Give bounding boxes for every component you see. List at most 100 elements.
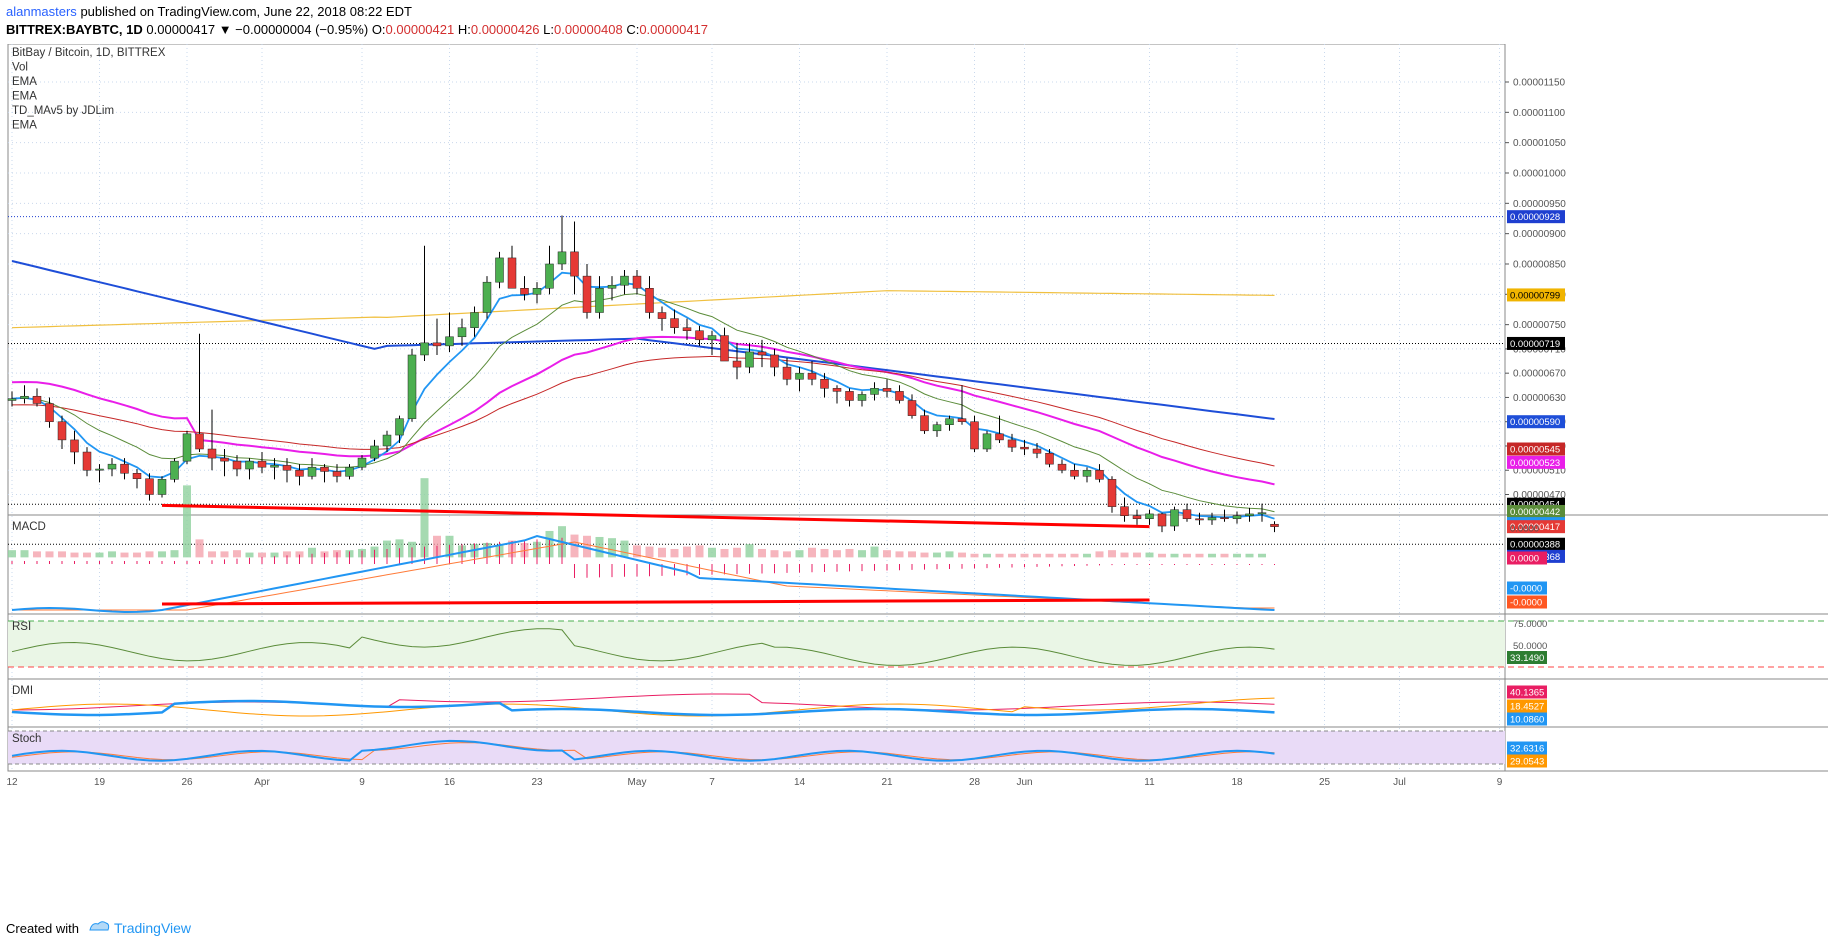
candle-body [645, 288, 654, 313]
price-tag: 0.00000719 [1507, 336, 1565, 350]
volume-bar [708, 547, 716, 558]
sma-blue-line [11, 260, 1275, 420]
volume-bar [833, 550, 841, 558]
candle [1207, 512, 1217, 525]
volume-bar [783, 551, 791, 558]
author-link[interactable]: alanmasters [6, 4, 77, 19]
candle [1095, 464, 1104, 483]
candle-body [1145, 513, 1154, 520]
candle-body [995, 433, 1004, 441]
volume-bar [633, 545, 641, 558]
candle [1157, 512, 1167, 533]
candle-body [1220, 517, 1229, 520]
grid [8, 44, 1505, 771]
candle-body [1207, 517, 1217, 521]
volume-bar [1195, 553, 1204, 558]
publish-line: alanmasters published on TradingView.com… [6, 4, 412, 19]
candle-body [670, 318, 679, 328]
candle [682, 318, 692, 340]
chart-header: alanmasters published on TradingView.com… [0, 0, 1828, 44]
candle-body [870, 388, 879, 395]
candle [7, 391, 17, 407]
candle-body [582, 275, 592, 313]
candle [582, 263, 592, 319]
candle-body [157, 479, 167, 495]
volume-bar [1245, 553, 1254, 558]
candle-body [95, 468, 104, 471]
tradingview-brand-link[interactable]: TradingView [114, 920, 192, 936]
candle [495, 251, 504, 289]
x-tick-label: 12 [6, 777, 18, 788]
close-value: 0.00000417 [639, 22, 709, 37]
volume-bar [383, 540, 391, 558]
candle-body [707, 335, 717, 341]
candle [445, 312, 454, 352]
volume-bar [995, 553, 1004, 558]
volume-bar [1008, 553, 1016, 558]
volume-bar [183, 485, 191, 558]
candle [145, 473, 154, 501]
candle-body [632, 275, 642, 289]
dmi-tag-box [1507, 685, 1547, 699]
candle-body [320, 466, 329, 472]
volume-bar [8, 550, 16, 558]
rsi-tag-label: 33.1490 [1510, 653, 1544, 664]
candle [70, 430, 79, 465]
ohlc-line: BITTREX:BAYBTC, 1D 0.00000417 ▼ −0.00000… [6, 22, 708, 37]
candle-body [32, 395, 42, 404]
candle [820, 373, 829, 398]
price-chart[interactable]: 0.00001150 0.00001100 0.00001050 0.00001000… [0, 44, 1828, 910]
macd-tag-box [1507, 581, 1547, 595]
low-label: L: [543, 22, 555, 37]
volume-bar [1095, 551, 1104, 558]
stoch-band [8, 731, 1505, 764]
volume-bar [820, 548, 829, 558]
candle [470, 306, 479, 337]
volume-bar [683, 546, 691, 558]
volume-bar [295, 551, 304, 558]
yellow-ma-line [11, 290, 1275, 329]
candle [182, 430, 192, 465]
candle-body [1020, 446, 1029, 450]
candle [982, 430, 992, 453]
candle-body [282, 465, 292, 471]
stoch-label: Stoch [12, 733, 41, 745]
candle [720, 327, 729, 362]
candle [970, 415, 979, 453]
x-tick-label: Jun [1016, 777, 1032, 788]
candle-body [432, 342, 442, 347]
volume-bar [1258, 553, 1266, 558]
stoch-tag-box [1507, 754, 1547, 768]
candle [332, 464, 342, 483]
volume-bar [58, 551, 66, 558]
x-tick-label: 14 [794, 777, 806, 788]
candle [1120, 497, 1129, 522]
volume-bar [420, 478, 429, 558]
price-tag-box [1507, 504, 1565, 518]
y-tick-label: 0.00001050 [1513, 138, 1566, 149]
candle-body [457, 327, 467, 338]
candle [32, 388, 42, 407]
candle-body [382, 434, 392, 447]
candle-body [970, 421, 979, 450]
candle-body [920, 415, 929, 432]
candle-body [145, 478, 154, 495]
volume-bar [1058, 553, 1066, 558]
candle-body [1070, 469, 1079, 477]
volume-bar [233, 550, 241, 558]
price-tag: 0.00000442 [1507, 504, 1565, 518]
stoch-tag-box [1507, 741, 1547, 755]
candle-body [1170, 509, 1179, 527]
volume-bar [170, 550, 179, 558]
volume-bar [770, 550, 779, 558]
candle-body [557, 251, 567, 265]
x-tick-label: 18 [1231, 777, 1243, 788]
candle-body [182, 433, 192, 462]
volume-series [8, 478, 1266, 558]
candle [707, 330, 717, 355]
candle-body [45, 403, 54, 422]
volume-bar [870, 546, 879, 558]
candle [95, 464, 104, 483]
candle [845, 388, 854, 407]
volume-bar [1170, 553, 1179, 558]
